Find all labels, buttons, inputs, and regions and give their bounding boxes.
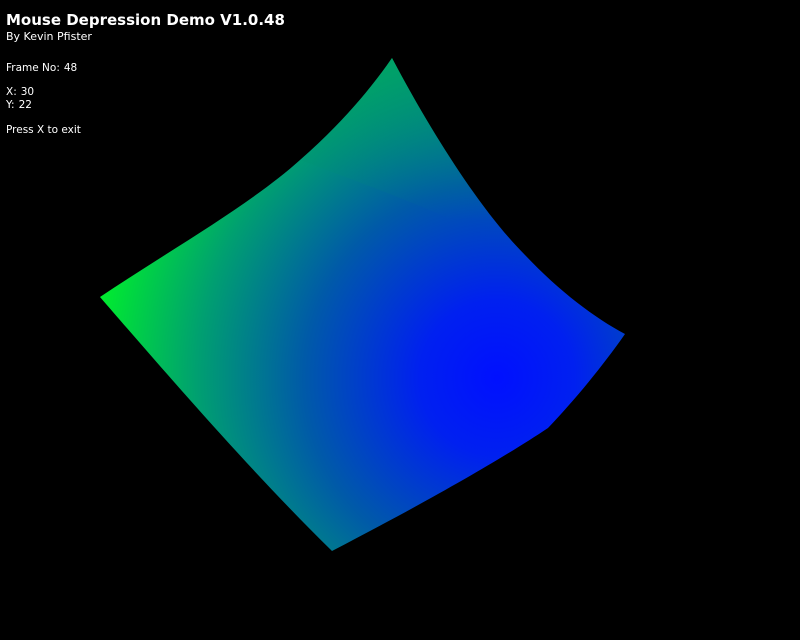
author-credit: By Kevin Pfister	[6, 30, 92, 43]
mesh-surface-top-sheen	[300, 58, 525, 255]
frame-label: Frame No:	[6, 62, 60, 74]
mesh-surface-face	[100, 58, 625, 551]
x-value: 30	[20, 86, 35, 98]
frame-counter: Frame No: 48	[6, 62, 77, 75]
y-label: Y:	[6, 99, 15, 111]
x-label: X:	[6, 86, 17, 98]
y-value: 22	[18, 99, 32, 111]
mouse-x-readout: X: 30	[6, 86, 34, 99]
frame-value: 48	[63, 62, 78, 74]
demo-title: Mouse Depression Demo V1.0.48	[6, 11, 285, 29]
exit-hint: Press X to exit	[6, 124, 81, 136]
mouse-y-readout: Y: 22	[6, 99, 32, 112]
